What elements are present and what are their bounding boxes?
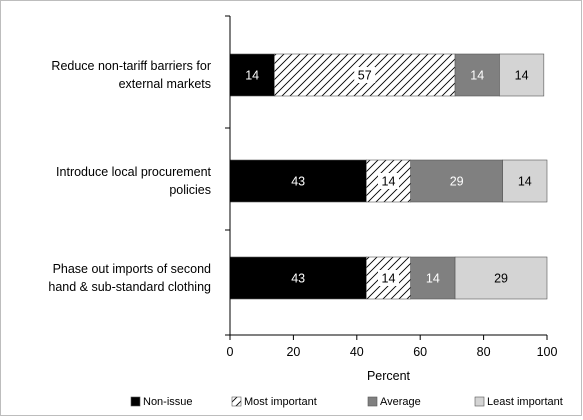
- data-label: 14: [382, 175, 396, 189]
- data-label-backing: [378, 270, 399, 286]
- x-tick-label: 60: [413, 345, 427, 359]
- legend-label: Most important: [244, 396, 317, 408]
- category-label: Phase out imports of second: [53, 262, 211, 276]
- legend-swatch-average: [367, 396, 378, 407]
- data-label: 29: [450, 175, 464, 189]
- bar-segment-least-important: [502, 159, 548, 203]
- data-label: 43: [291, 175, 305, 189]
- legend-swatch-most-important: [231, 396, 242, 407]
- data-label-backing: [354, 67, 376, 83]
- x-tick-label: 0: [227, 345, 234, 359]
- legend-label: Non-issue: [143, 396, 193, 408]
- axes: [225, 15, 547, 336]
- data-label: 14: [382, 272, 396, 286]
- bar-segment-non-issue: [229, 53, 275, 97]
- legend-swatch-least-important: [474, 396, 485, 407]
- bar-segment-non-issue: [229, 159, 367, 203]
- legend-swatch-non-issue: [130, 396, 141, 407]
- data-label-backing: [378, 173, 399, 189]
- data-label: 57: [358, 69, 372, 83]
- x-tick-label: 20: [286, 345, 300, 359]
- bars: 14 57 14 14 43 14 29 14 43 14 14 29: [229, 53, 548, 300]
- legend-label: Average: [380, 396, 421, 408]
- x-axis-ticks: 0 20 40 60 80 100: [227, 335, 558, 359]
- data-label: 14: [518, 175, 532, 189]
- data-label: 14: [515, 69, 529, 83]
- x-tick-label: 40: [350, 345, 364, 359]
- bar-segment-average: [410, 256, 456, 300]
- x-tick-label: 100: [537, 345, 558, 359]
- category-labels: Reduce non-tariff barriers for external m…: [48, 59, 211, 294]
- category-label: hand & sub-standard clothing: [48, 280, 211, 294]
- data-label: 14: [245, 69, 259, 83]
- data-label: 43: [291, 272, 305, 286]
- bar-segment-least-important: [454, 256, 548, 300]
- category-label: external markets: [119, 77, 211, 91]
- x-tick-label: 80: [477, 345, 491, 359]
- category-label: policies: [169, 183, 211, 197]
- data-label: 14: [470, 69, 484, 83]
- category-label: Reduce non-tariff barriers for: [51, 59, 211, 73]
- bar-segment-least-important: [499, 53, 545, 97]
- data-label: 14: [426, 272, 440, 286]
- x-axis-title: Percent: [367, 369, 411, 383]
- data-label: 29: [494, 272, 508, 286]
- bar-segment-non-issue: [229, 256, 367, 300]
- category-label: Introduce local procurement: [56, 165, 211, 179]
- legend: Non-issue Most important Average Least impo…: [130, 396, 563, 408]
- bar-segment-average: [410, 159, 503, 203]
- legend-label: Least important: [487, 396, 563, 408]
